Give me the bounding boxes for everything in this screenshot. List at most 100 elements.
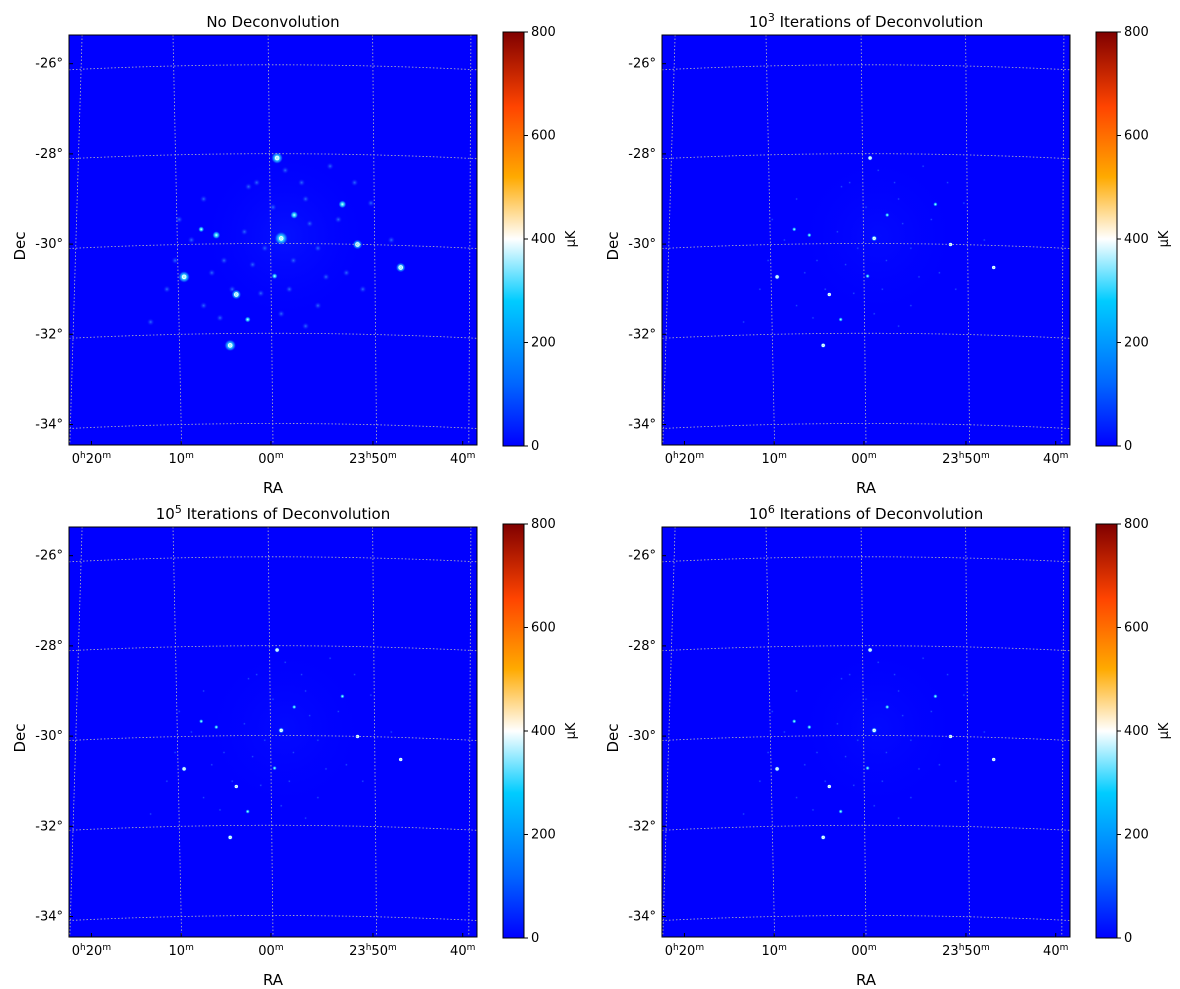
faint-source: [173, 750, 177, 755]
diffuse-emission: [788, 145, 968, 327]
bright-source: [212, 231, 221, 240]
bright-source: [338, 200, 347, 209]
dec-tick-label: -34°: [628, 418, 656, 433]
faint-source: [313, 301, 322, 310]
dec-tick-label: -34°: [35, 910, 63, 925]
grid-parallel: [68, 735, 478, 741]
colorbar-tick-label: 400: [1124, 232, 1149, 247]
bright-source: [838, 809, 843, 814]
faint-source: [251, 755, 255, 759]
faint-source: [189, 730, 193, 734]
faint-source: [937, 763, 941, 767]
bright-source: [352, 239, 363, 250]
grid-parallel: [661, 824, 1071, 831]
axes-frame: [661, 34, 1071, 446]
ra-tick-label: 23h50m: [349, 943, 397, 959]
ra-tick-label: 10m: [169, 451, 194, 467]
faint-source: [260, 244, 269, 253]
ra-tick-label: 23h50m: [942, 943, 990, 959]
diffuse-emission: [788, 637, 968, 819]
faint-source: [839, 677, 844, 681]
bright-source: [807, 724, 812, 730]
ra-tick-label: 10m: [169, 943, 194, 959]
faint-source: [202, 689, 206, 693]
x-axis-label: RA: [856, 971, 877, 989]
axes-frame: [68, 526, 478, 938]
faint-source: [937, 271, 941, 275]
ra-tick-label: 00m: [258, 943, 283, 959]
faint-source: [758, 287, 762, 291]
faint-source: [844, 263, 848, 267]
faint-source: [353, 673, 357, 677]
faint-source: [897, 324, 901, 328]
faint-source: [162, 285, 171, 294]
bright-source: [792, 227, 797, 232]
grid-parallel: [661, 735, 1071, 741]
source-core: [775, 275, 779, 279]
faint-source: [946, 673, 950, 677]
grid-parallel: [661, 153, 1071, 160]
faint-source: [884, 258, 888, 263]
dec-tick-label: -30°: [628, 729, 656, 744]
axes-frame: [68, 34, 478, 446]
colorbar-tick-label: 200: [531, 336, 556, 351]
faint-source: [202, 796, 206, 800]
colorbar-label: μK: [564, 722, 579, 739]
panel-0: No Deconvolution -26° -28° -30° -32° -34° 0h20…: [11, 13, 579, 497]
faint-source: [259, 783, 263, 787]
source-core: [821, 835, 825, 840]
faint-source: [326, 162, 335, 171]
faint-source: [269, 203, 277, 212]
faint-source: [884, 750, 888, 755]
source-core: [278, 236, 284, 241]
bright-source: [271, 273, 278, 280]
faint-source: [766, 750, 770, 755]
faint-source: [187, 236, 196, 244]
faint-source: [244, 182, 253, 191]
faint-source: [954, 779, 958, 783]
faint-source: [815, 258, 819, 263]
dec-tick-label: -26°: [628, 57, 656, 72]
source-core: [275, 648, 279, 652]
faint-source: [199, 301, 208, 310]
source-core: [992, 265, 996, 270]
faint-source: [962, 693, 966, 697]
faint-source: [146, 318, 155, 326]
bright-source: [871, 727, 878, 734]
faint-source: [803, 271, 807, 275]
colorbar-tick-label: 400: [1124, 724, 1149, 739]
faint-source: [304, 816, 308, 820]
faint-source: [782, 730, 786, 734]
faint-source: [795, 304, 799, 308]
dec-tick-label: -28°: [628, 147, 656, 162]
faint-source: [297, 178, 306, 187]
dec-tick-label: -30°: [35, 237, 63, 252]
bright-source: [885, 212, 890, 218]
faint-source: [230, 779, 234, 783]
faint-source: [283, 660, 287, 664]
dec-tick-label: -34°: [628, 910, 656, 925]
colorbar: 0 200 400 600 800 μK: [1095, 517, 1172, 946]
faint-source: [308, 714, 312, 718]
faint-source: [350, 178, 359, 187]
grid-parallel: [661, 64, 1071, 71]
faint-source: [322, 272, 330, 281]
x-axis-label: RA: [856, 479, 877, 497]
faint-source: [248, 260, 257, 269]
faint-source: [909, 246, 913, 250]
source-core: [827, 292, 831, 297]
faint-source: [852, 783, 856, 787]
faint-source: [795, 197, 799, 201]
bright-source: [272, 765, 277, 771]
colorbar-tick-label: 0: [1124, 931, 1132, 946]
faint-source: [909, 304, 913, 308]
faint-source: [795, 796, 799, 800]
faint-source: [287, 779, 291, 783]
bright-source: [820, 834, 826, 841]
grid-parallel: [68, 556, 478, 563]
bright-source: [340, 694, 345, 699]
source-core: [868, 156, 872, 160]
colorbar-tick-label: 200: [1124, 336, 1149, 351]
chart-title: 106 Iterations of Deconvolution: [749, 503, 983, 523]
faint-source: [175, 215, 184, 224]
